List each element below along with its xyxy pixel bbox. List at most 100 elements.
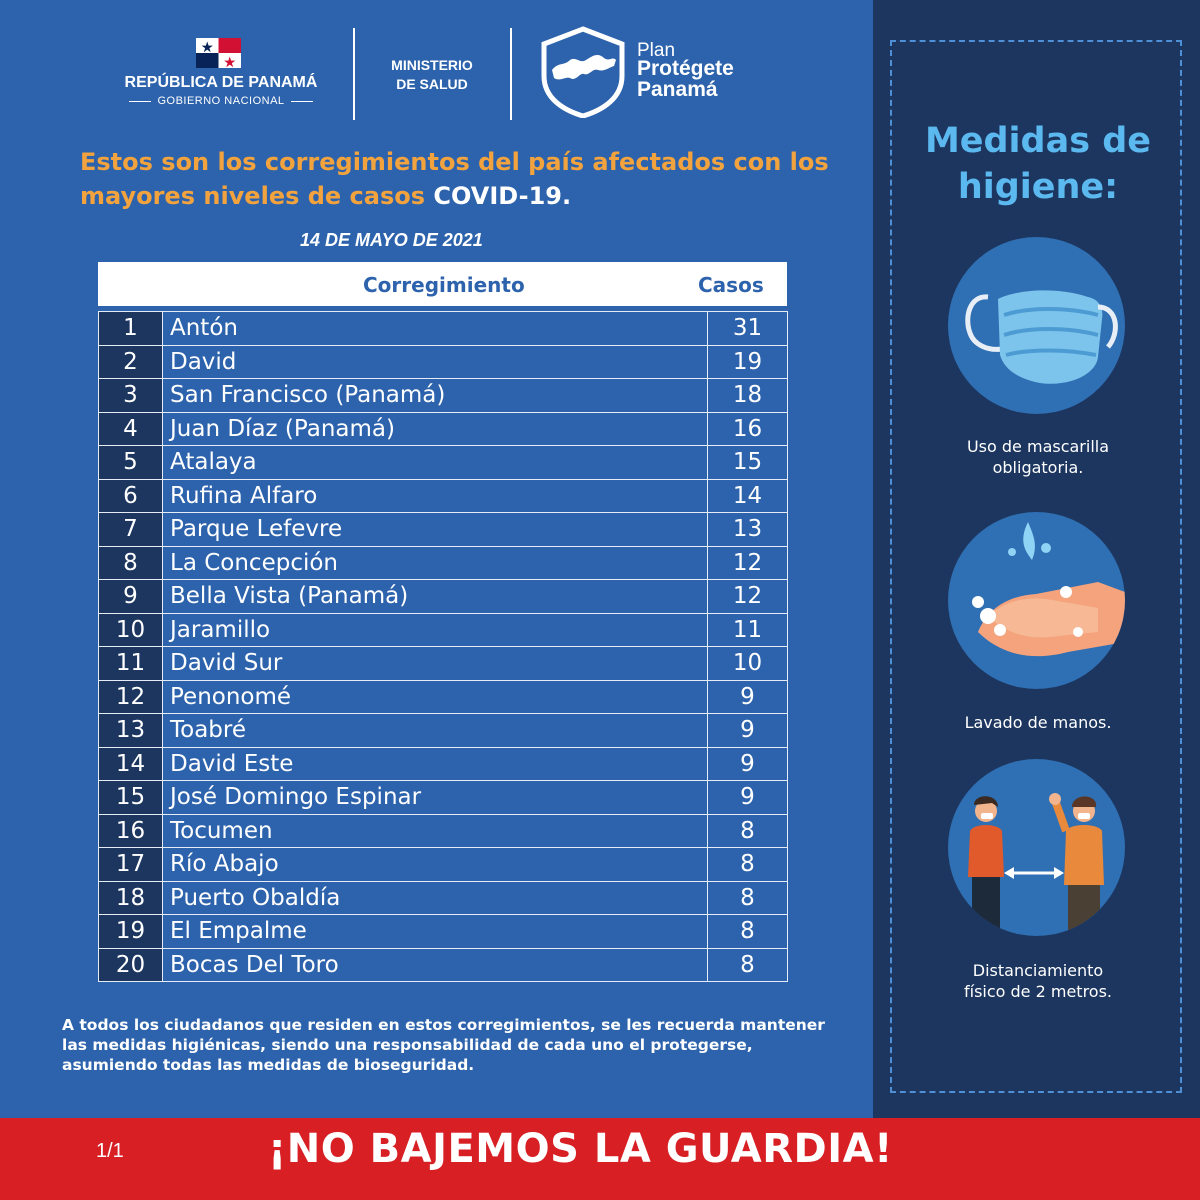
table-row: 14 David Este 9	[98, 746, 788, 781]
column-header-casos: Casos	[698, 273, 764, 297]
row-cases: 10	[707, 646, 788, 681]
row-rank: 8	[98, 545, 163, 580]
plan-name-line-1: Protégete	[637, 57, 734, 80]
row-corregimiento: David	[162, 344, 708, 379]
ministry-name: MINISTERIO DE SALUD	[372, 56, 492, 94]
table-header: Corregimiento Casos	[98, 262, 787, 306]
row-cases: 15	[707, 445, 788, 480]
row-rank: 15	[98, 780, 163, 815]
headline-highlight: COVID-19.	[433, 182, 572, 210]
column-header-corregimiento: Corregimiento	[363, 273, 525, 297]
row-rank: 3	[98, 378, 163, 413]
table-row: 7 Parque Lefevre 13	[98, 512, 788, 547]
table-row: 15 José Domingo Espinar 9	[98, 780, 788, 815]
row-cases: 8	[707, 947, 788, 982]
row-corregimiento: Bella Vista (Panamá)	[162, 579, 708, 614]
sidebar-title-line-1: Medidas de	[924, 121, 1152, 161]
table-row: 4 Juan Díaz (Panamá) 16	[98, 411, 788, 446]
row-corregimiento: Río Abajo	[162, 847, 708, 882]
table-row: 9 Bella Vista (Panamá) 12	[98, 579, 788, 614]
row-rank: 17	[98, 847, 163, 882]
row-corregimiento: San Francisco (Panamá)	[162, 378, 708, 413]
table-row: 13 Toabré 9	[98, 713, 788, 748]
row-cases: 11	[707, 612, 788, 647]
row-corregimiento: Rufina Alfaro	[162, 478, 708, 513]
row-rank: 4	[98, 411, 163, 446]
table-row: 17 Río Abajo 8	[98, 847, 788, 882]
table-row: 5 Atalaya 15	[98, 445, 788, 480]
header-divider	[353, 28, 355, 120]
footer-bar	[0, 1118, 1200, 1200]
row-cases: 12	[707, 579, 788, 614]
row-rank: 11	[98, 646, 163, 681]
row-cases: 8	[707, 813, 788, 848]
social-distancing-icon	[948, 759, 1125, 936]
table-row: 11 David Sur 10	[98, 646, 788, 681]
row-cases: 19	[707, 344, 788, 379]
mask-caption-line-2: obligatoria.	[992, 458, 1084, 477]
ministry-line-2: DE SALUD	[396, 76, 468, 92]
sidebar-title: Medidas de higiene:	[890, 118, 1186, 210]
table-row: 10 Jaramillo 11	[98, 612, 788, 647]
row-cases: 8	[707, 880, 788, 915]
row-rank: 10	[98, 612, 163, 647]
row-rank: 5	[98, 445, 163, 480]
government-subtitle: GOBIERNO NACIONAL	[118, 95, 324, 107]
row-rank: 19	[98, 914, 163, 949]
row-corregimiento: Parque Lefevre	[162, 512, 708, 547]
row-cases: 16	[707, 411, 788, 446]
row-corregimiento: David Sur	[162, 646, 708, 681]
plan-label: Plan	[637, 40, 676, 61]
row-corregimiento: Puerto Obaldía	[162, 880, 708, 915]
row-cases: 8	[707, 847, 788, 882]
table-row: 18 Puerto Obaldía 8	[98, 880, 788, 915]
row-corregimiento: El Empalme	[162, 914, 708, 949]
mask-caption-line-1: Uso de mascarilla	[966, 437, 1110, 456]
row-corregimiento: Bocas Del Toro	[162, 947, 708, 982]
advisory-note: A todos los ciudadanos que residen en es…	[62, 1016, 825, 1074]
ministry-line-1: MINISTERIO	[391, 57, 473, 73]
row-rank: 6	[98, 478, 163, 513]
row-rank: 16	[98, 813, 163, 848]
row-cases: 31	[707, 311, 788, 346]
table-row: 6 Rufina Alfaro 14	[98, 478, 788, 513]
mask-caption: Uso de mascarilla obligatoria.	[892, 436, 1184, 478]
row-cases: 13	[707, 512, 788, 547]
government-subtitle-text: GOBIERNO NACIONAL	[157, 95, 285, 107]
header-divider	[510, 28, 512, 120]
row-rank: 2	[98, 344, 163, 379]
row-cases: 9	[707, 679, 788, 714]
table-row: 3 San Francisco (Panamá) 18	[98, 378, 788, 413]
table-row: 19 El Empalme 8	[98, 914, 788, 949]
row-rank: 9	[98, 579, 163, 614]
table-row: 16 Tocumen 8	[98, 813, 788, 848]
table-row: 20 Bocas Del Toro 8	[98, 947, 788, 982]
row-rank: 1	[98, 311, 163, 346]
page-indicator: 1/1	[96, 1140, 124, 1162]
row-corregimiento: Atalaya	[162, 445, 708, 480]
shield-map-icon	[541, 26, 625, 118]
plan-name: Protégete Panamá	[637, 58, 734, 100]
report-date: 14 DE MAYO DE 2021	[300, 230, 483, 250]
distancing-caption-line-2: físico de 2 metros.	[963, 982, 1113, 1001]
cases-table: 1 Antón 31 2 David 19 3 San Francisco (Panamá) 1…	[98, 311, 788, 982]
headline-text: Estos son los corregimientos del país af…	[80, 148, 829, 210]
slogan: ¡NO BAJEMOS LA GUARDIA!	[268, 1126, 893, 1172]
row-rank: 14	[98, 746, 163, 781]
row-corregimiento: Tocumen	[162, 813, 708, 848]
table-row: 2 David 19	[98, 344, 788, 379]
row-cases: 9	[707, 780, 788, 815]
row-cases: 9	[707, 713, 788, 748]
panama-flag-icon	[196, 38, 241, 68]
hand-washing-icon	[948, 512, 1125, 689]
sidebar-dashed-border	[890, 40, 1182, 1093]
row-corregimiento: La Concepción	[162, 545, 708, 580]
face-mask-icon	[948, 237, 1125, 414]
row-rank: 20	[98, 947, 163, 982]
sidebar-title-line-2: higiene:	[957, 167, 1119, 207]
row-cases: 9	[707, 746, 788, 781]
table-row: 12 Penonomé 9	[98, 679, 788, 714]
cases-table-body: 1 Antón 31 2 David 19 3 San Francisco (Panamá) 1…	[98, 311, 788, 982]
handwash-caption: Lavado de manos.	[892, 712, 1184, 733]
row-corregimiento: Antón	[162, 311, 708, 346]
